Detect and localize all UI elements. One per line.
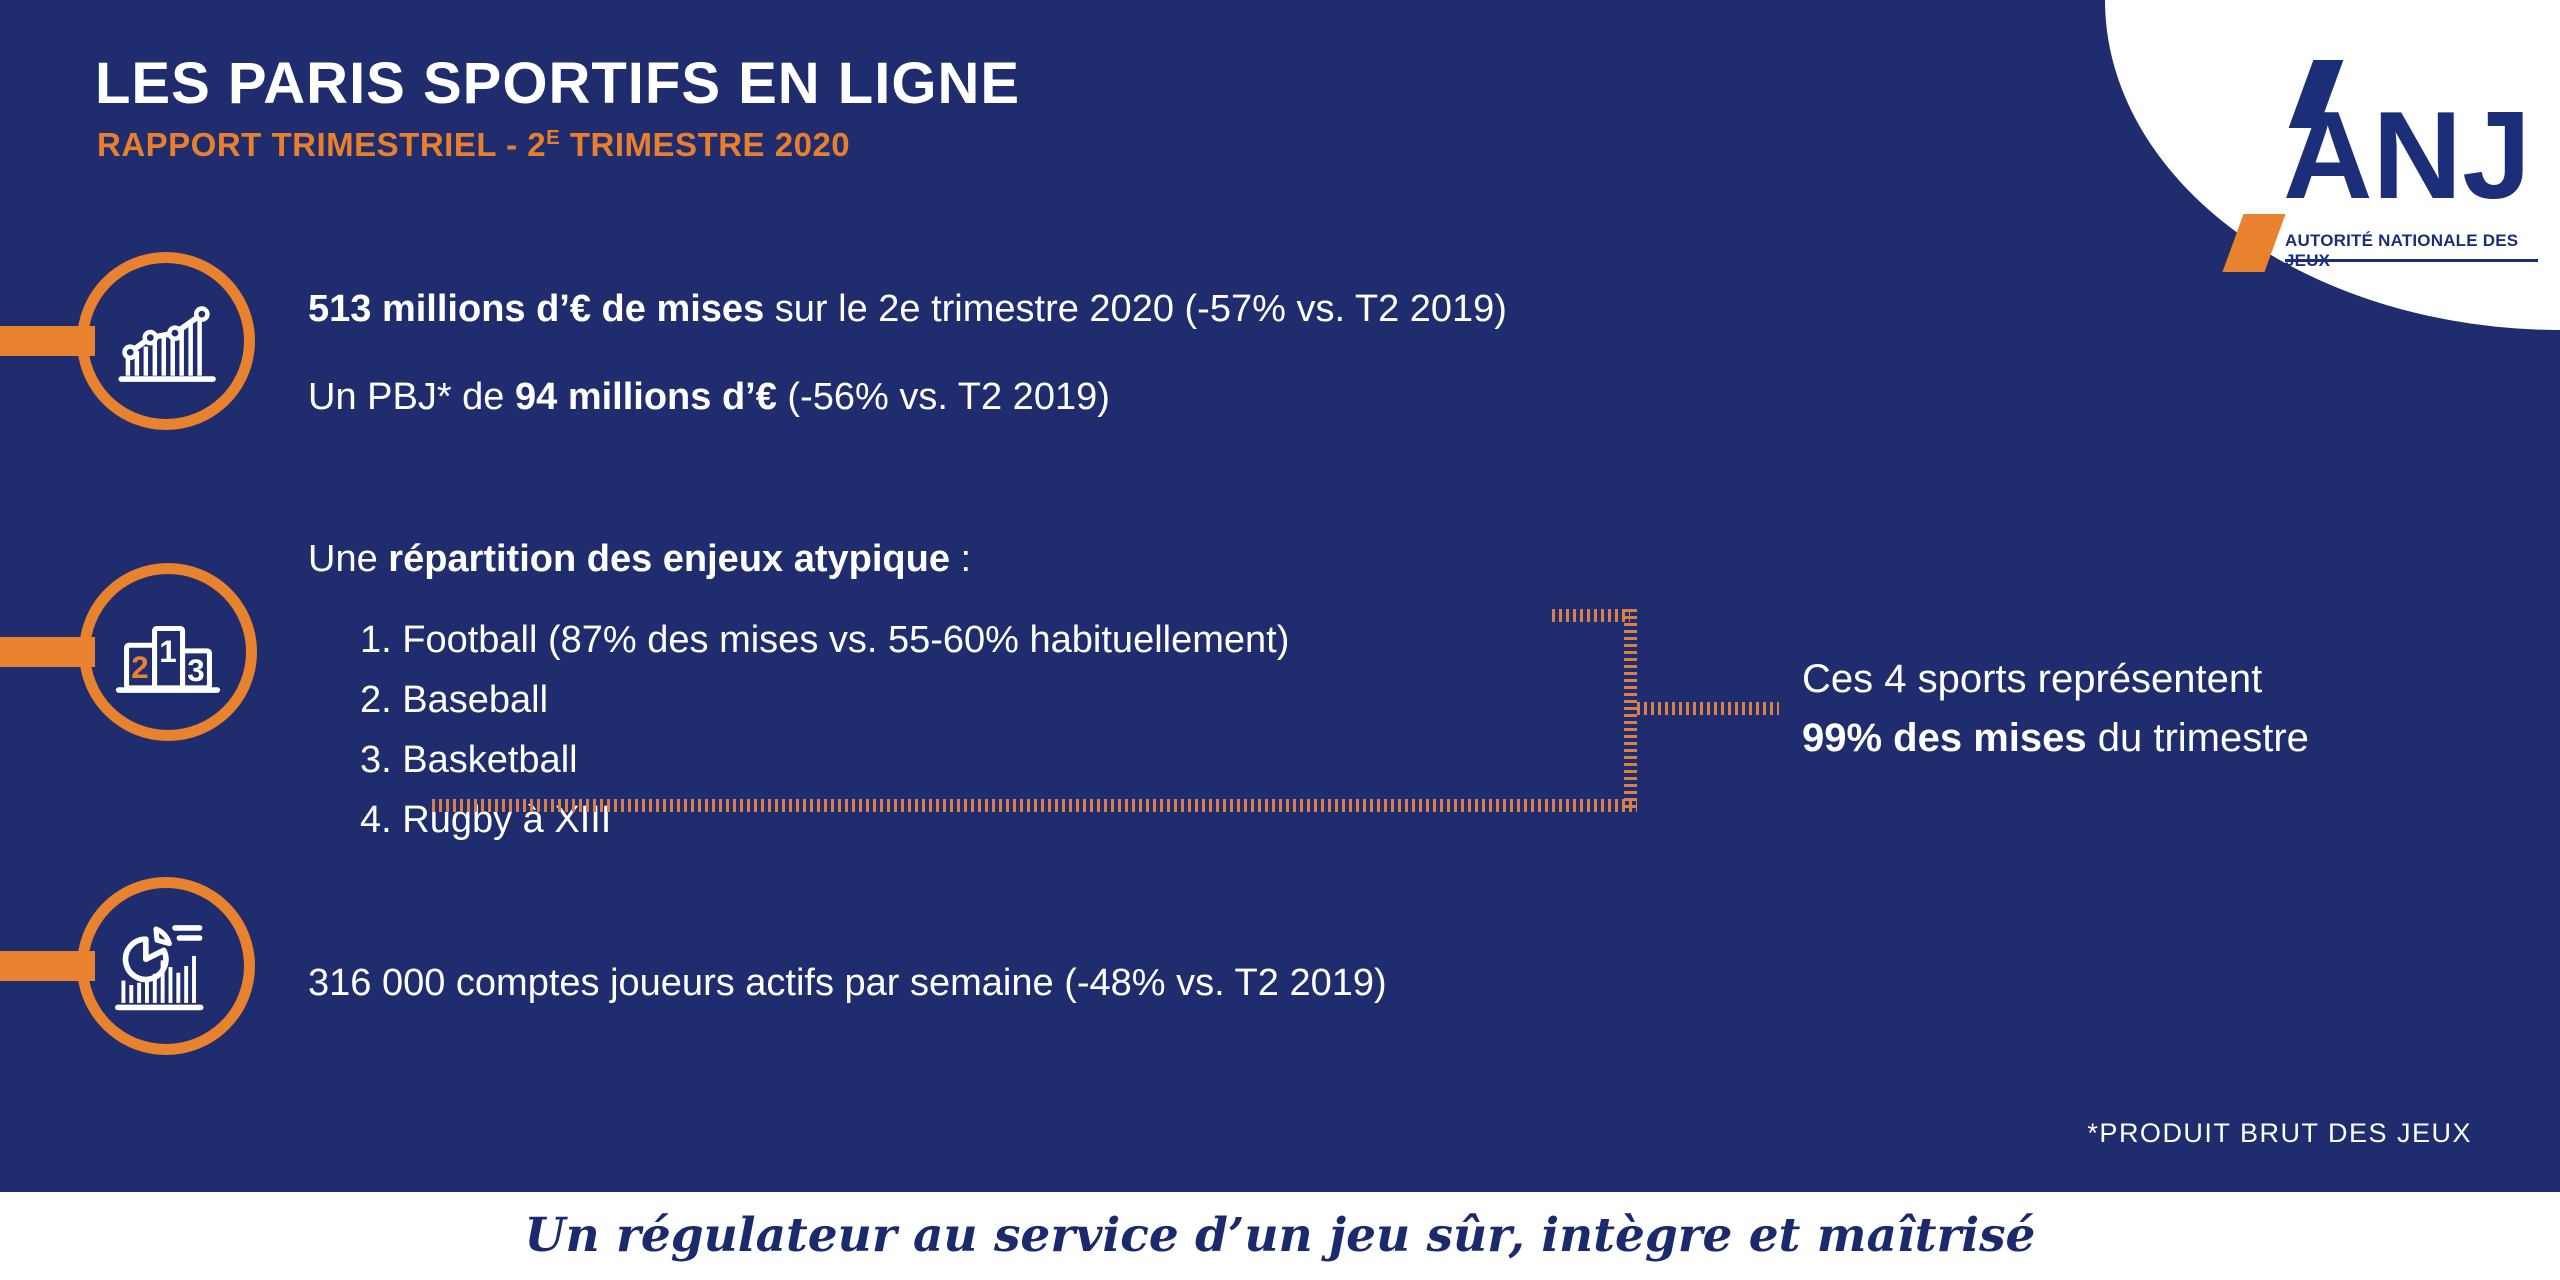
logo-orange-parallelogram	[2222, 214, 2286, 272]
sports-share-callout: Ces 4 sports représentent 99% des mises …	[1802, 650, 2309, 768]
stat-pbj-value: 94 millions d’€	[515, 376, 777, 418]
footer-tagline: Un régulateur au service d’un jeu sûr, i…	[524, 1208, 2036, 1263]
callout-line2: 99% des mises du trimestre	[1802, 709, 2309, 768]
list-item-baseball: 2. Baseball	[360, 679, 549, 721]
logo-underline	[2285, 259, 2538, 262]
podium-rank-3: 3	[187, 653, 204, 688]
pie-bars-icon	[77, 877, 255, 1055]
subtitle-superscript: E	[546, 126, 561, 149]
growth-chart-glyph	[118, 306, 216, 382]
podium-rank-1: 1	[159, 634, 176, 669]
logo-background-blob: ANJ AUTORITÉ NATIONALE DES JEUX	[2105, 0, 2560, 330]
podium-glyph: 2 1 3	[115, 625, 221, 693]
list-item-football: 1. Football (87% des mises vs. 55-60% ha…	[360, 619, 1290, 661]
callout-bold: 99% des mises	[1802, 716, 2087, 760]
podium-icon: 2 1 3	[79, 563, 257, 741]
repartition-suffix: :	[949, 538, 972, 580]
callout-line1: Ces 4 sports représentent	[1802, 657, 2263, 701]
subtitle-suffix: TRIMESTRE 2020	[560, 126, 851, 163]
footer-bar: Un régulateur au service d’un jeu sûr, i…	[0, 1192, 2560, 1280]
stat-pbj-line: Un PBJ* de 94 millions d’€ (-56% vs. T2 …	[308, 374, 1110, 420]
growth-chart-icon	[77, 252, 255, 430]
repartition-pre: Une	[308, 538, 389, 580]
logo-caption: AUTORITÉ NATIONALE DES JEUX	[2285, 231, 2519, 270]
pie-bars-glyph	[115, 925, 204, 1011]
stat-comptes: 316 000 comptes joueurs actifs par semai…	[308, 962, 1387, 1004]
pbj-footnote: *PRODUIT BRUT DES JEUX	[2087, 1118, 2472, 1148]
bracket-bottom-line	[432, 799, 1637, 812]
repartition-bold: répartition des enjeux atypique	[388, 538, 950, 580]
subtitle-prefix: RAPPORT TRIMESTRIEL - 2	[97, 126, 547, 163]
page-subtitle: RAPPORT TRIMESTRIEL - 2E TRIMESTRE 2020	[97, 126, 850, 164]
sports-ranking-list: 1. Football (87% des mises vs. 55-60% ha…	[360, 610, 1289, 850]
stat-pbj-context: (-56% vs. T2 2019)	[776, 376, 1110, 418]
anj-logo: ANJ	[2283, 87, 2532, 225]
stat-mises-context: sur le 2e trimestre 2020 (-57% vs. T2 20…	[764, 288, 1507, 330]
podium-rank-2: 2	[131, 650, 148, 685]
callout-rest: du trimestre	[2086, 716, 2309, 760]
list-item-basketball: 3. Basketball	[360, 739, 578, 781]
bracket-vertical-line	[1624, 609, 1637, 812]
stat-mises-line1: 513 millions d’€ de mises sur le 2e trim…	[308, 286, 1507, 332]
bracket-middle-line	[1637, 702, 1779, 715]
bracket-top-line	[1552, 609, 1630, 622]
stat-pbj-pre: Un PBJ* de	[308, 376, 515, 418]
page-title: LES PARIS SPORTIFS EN LIGNE	[95, 51, 1021, 116]
stat-mises-value: 513 millions d’€ de mises	[308, 288, 765, 330]
repartition-heading: Une répartition des enjeux atypique :	[308, 536, 971, 582]
